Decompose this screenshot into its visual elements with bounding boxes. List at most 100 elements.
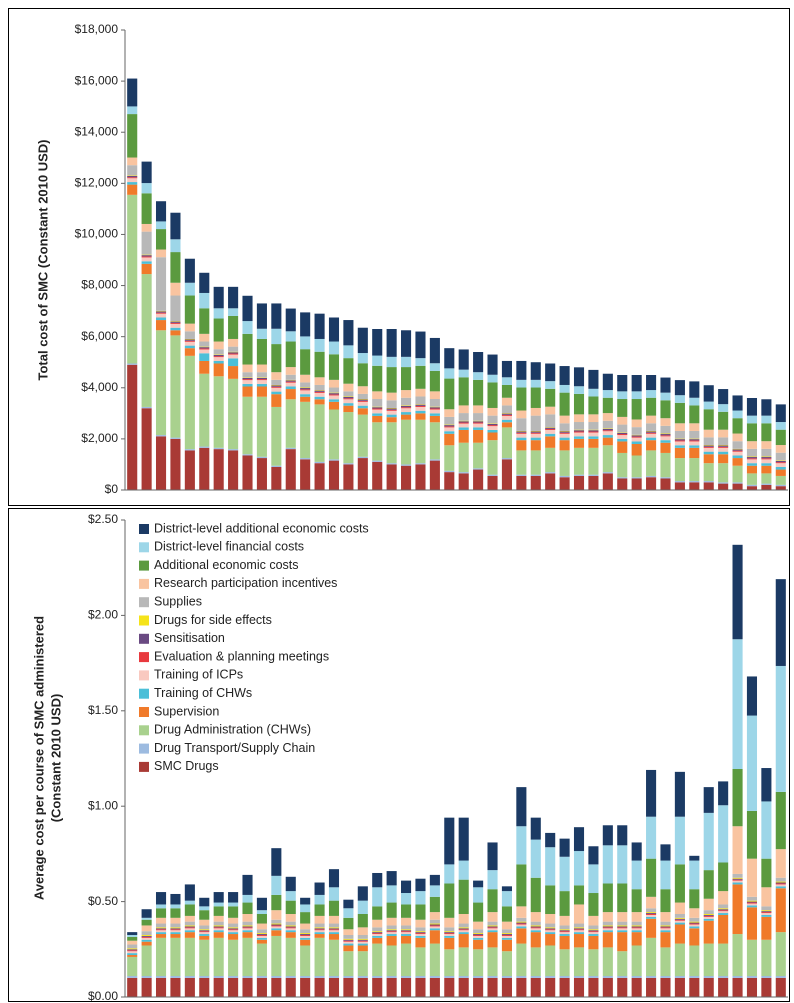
bar-segment: [545, 929, 556, 931]
bar-segment: [300, 336, 311, 350]
bar-segment: [199, 931, 210, 933]
bar-segment: [689, 405, 700, 424]
bar-segment: [184, 928, 195, 931]
bar-segment: [674, 482, 685, 490]
bar-segment: [141, 261, 152, 264]
bar-segment: [573, 927, 585, 929]
legend-label: Sensitisation: [154, 631, 225, 645]
bar-segment: [155, 929, 167, 931]
bar-segment: [184, 921, 195, 926]
bar-segment: [646, 475, 657, 478]
bar-segment: [674, 771, 685, 817]
bar-segment: [761, 458, 772, 460]
bar-segment: [256, 383, 267, 387]
bar-segment: [775, 877, 786, 882]
bar-segment: [703, 914, 714, 916]
bar-segment: [271, 394, 282, 407]
bar-segment: [155, 436, 167, 490]
bar-segment: [718, 482, 729, 484]
bar-segment: [314, 930, 325, 933]
bar-segment: [573, 429, 585, 431]
bar-segment: [516, 475, 527, 490]
bar-segment: [386, 932, 397, 935]
bar-segment: [703, 429, 714, 438]
bar-segment: [300, 459, 311, 490]
bar-segment: [372, 935, 383, 938]
bar-segment: [703, 920, 714, 944]
bar-segment: [761, 801, 772, 859]
bar-segment: [473, 929, 484, 934]
bar-segment: [746, 901, 758, 903]
bar-segment: [141, 263, 152, 275]
bar-segment: [386, 976, 397, 978]
bar-segment: [343, 929, 354, 935]
bar-segment: [660, 478, 671, 490]
bar-segment: [401, 390, 412, 398]
bar-segment: [228, 354, 239, 359]
bar-segment: [271, 467, 282, 490]
bar-segment: [300, 389, 311, 391]
bar-segment: [631, 441, 642, 444]
bar-segment: [199, 346, 210, 348]
bar-segment: [487, 947, 498, 977]
bar-segment: [228, 977, 239, 997]
bar-segment: [703, 454, 714, 464]
bar-segment: [141, 231, 152, 255]
bar-segment: [501, 459, 512, 490]
bar-segment: [199, 373, 210, 447]
bar-segment: [473, 405, 484, 414]
bar-segment: [184, 355, 195, 450]
bar-segment: [530, 430, 541, 432]
bar-segment: [573, 827, 585, 852]
bar-segment: [184, 341, 195, 346]
bar-segment: [703, 943, 714, 977]
bar-segment: [184, 915, 195, 922]
bar-segment: [516, 826, 527, 865]
bar-segment: [674, 438, 685, 440]
bar-segment: [343, 320, 354, 346]
bar-segment: [746, 903, 758, 906]
bar-segment: [573, 393, 585, 415]
bar-segment: [372, 461, 383, 490]
bar-segment: [328, 977, 340, 997]
bar-segment: [444, 470, 455, 473]
bar-segment: [328, 887, 340, 901]
bar-segment: [314, 915, 325, 924]
bar-segment: [415, 919, 426, 928]
bar-segment: [660, 860, 671, 890]
bar-segment: [559, 935, 570, 950]
bar-segment: [545, 976, 556, 978]
legend-swatch: [139, 743, 149, 754]
bar-segment: [703, 401, 714, 410]
bar-segment: [184, 338, 195, 340]
bar-segment: [343, 908, 354, 918]
bar-segment: [487, 374, 498, 383]
bar-segment: [256, 328, 267, 339]
bar-segment: [386, 408, 397, 410]
bar-segment: [429, 459, 440, 461]
bar-segment: [184, 976, 195, 978]
bar-segment: [674, 423, 685, 431]
bar-segment: [199, 906, 210, 911]
bar-segment: [732, 482, 743, 484]
bar-segment: [300, 937, 311, 940]
bar-segment: [242, 380, 253, 384]
bar-segment: [170, 252, 181, 283]
bar-segment: [300, 390, 311, 395]
bar-segment: [228, 286, 239, 309]
bar-segment: [127, 955, 138, 957]
bar-segment: [718, 805, 729, 863]
bar-segment: [559, 415, 570, 424]
bar-segment: [602, 930, 613, 933]
bar-segment: [357, 363, 368, 387]
bar-segment: [170, 282, 181, 296]
bar-segment: [155, 435, 167, 437]
bar-segment: [429, 928, 440, 931]
bar-segment: [458, 947, 469, 977]
bar-segment: [285, 389, 296, 400]
bar-segment: [559, 949, 570, 977]
bar-segment: [199, 932, 210, 935]
bar-segment: [617, 925, 628, 927]
bar-segment: [314, 937, 325, 977]
